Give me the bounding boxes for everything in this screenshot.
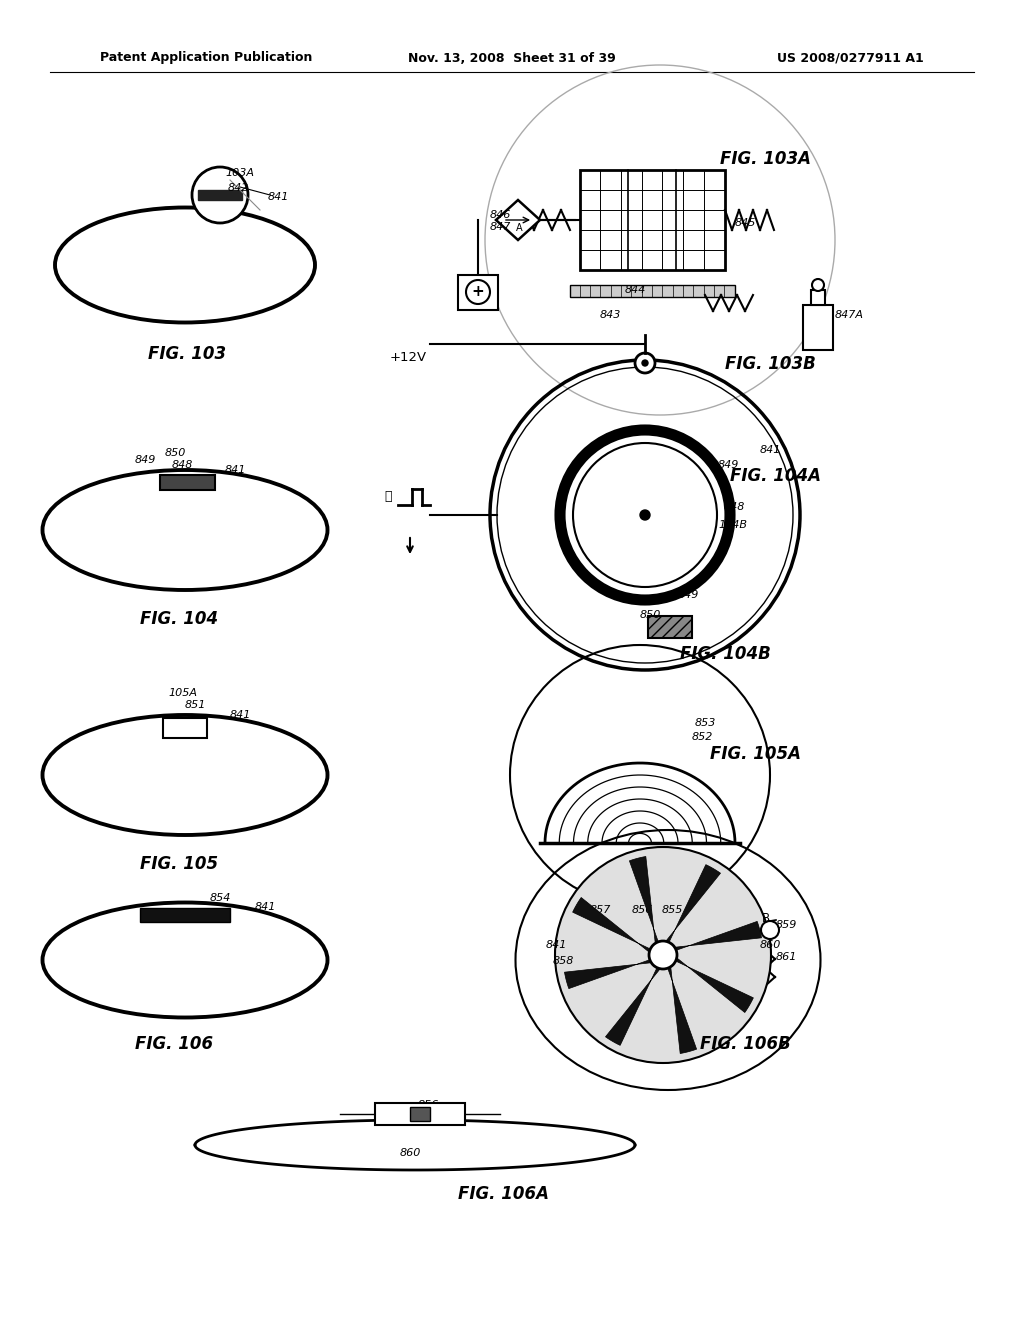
Text: FIG. 103: FIG. 103	[148, 345, 226, 363]
Circle shape	[555, 847, 771, 1063]
Bar	[811, 290, 825, 305]
Text: Nov. 13, 2008  Sheet 31 of 39: Nov. 13, 2008 Sheet 31 of 39	[409, 51, 615, 65]
Text: 855: 855	[404, 1111, 425, 1122]
Bar	[458, 275, 498, 310]
Polygon shape	[667, 965, 696, 1053]
Circle shape	[193, 168, 248, 223]
Circle shape	[640, 510, 650, 520]
Text: 848: 848	[724, 502, 745, 512]
Text: FIG. 105: FIG. 105	[140, 855, 218, 873]
Text: 841: 841	[546, 940, 567, 950]
Circle shape	[642, 360, 648, 366]
Text: FIG. 104B: FIG. 104B	[680, 645, 771, 663]
Text: 842: 842	[228, 183, 250, 193]
Bar	[160, 475, 215, 490]
Bar	[163, 718, 207, 738]
Text: FIG. 104A: FIG. 104A	[730, 467, 821, 484]
Text: 841: 841	[230, 710, 251, 719]
Text: A: A	[516, 223, 522, 234]
Polygon shape	[605, 966, 662, 1045]
Text: 846: 846	[490, 210, 511, 220]
Text: Patent Application Publication: Patent Application Publication	[100, 51, 312, 65]
Text: 849: 849	[135, 455, 157, 465]
Text: 858: 858	[553, 956, 574, 966]
Bar	[570, 285, 735, 297]
Text: 850: 850	[640, 610, 662, 620]
Bar	[410, 1107, 430, 1121]
Text: 849: 849	[678, 590, 699, 601]
Text: FIG. 103A: FIG. 103A	[720, 150, 811, 168]
Text: 860: 860	[400, 1148, 421, 1158]
Text: 856: 856	[418, 1100, 439, 1110]
Polygon shape	[630, 857, 659, 945]
Text: 848: 848	[172, 459, 194, 470]
Circle shape	[761, 921, 779, 939]
Bar	[140, 908, 230, 921]
Bar	[803, 305, 833, 350]
Text: 855: 855	[662, 906, 683, 915]
Text: 861: 861	[776, 952, 798, 962]
Text: 841: 841	[268, 191, 290, 202]
Text: FIG. 105A: FIG. 105A	[710, 744, 801, 763]
Text: 852: 852	[692, 733, 714, 742]
Circle shape	[649, 941, 677, 969]
Text: 849: 849	[718, 459, 739, 470]
Text: 851: 851	[185, 700, 207, 710]
Bar	[648, 616, 692, 638]
Text: +12V: +12V	[390, 351, 427, 364]
Text: 841: 841	[760, 445, 781, 455]
Text: 850: 850	[165, 447, 186, 458]
Polygon shape	[572, 898, 652, 953]
Text: 860: 860	[760, 940, 781, 950]
Text: US 2008/0277911 A1: US 2008/0277911 A1	[777, 51, 924, 65]
Text: 103A: 103A	[225, 168, 254, 178]
Text: FIG. 106: FIG. 106	[135, 1035, 213, 1053]
Text: FIG. 104: FIG. 104	[140, 610, 218, 628]
Text: 847A: 847A	[835, 310, 864, 319]
Text: 841: 841	[255, 902, 276, 912]
Polygon shape	[665, 865, 721, 944]
Text: 841: 841	[225, 465, 247, 475]
Text: 104B: 104B	[718, 520, 746, 531]
Text: B: B	[762, 912, 770, 925]
Bar	[198, 190, 242, 201]
Text: 847: 847	[490, 222, 511, 232]
Text: ⯬: ⯬	[384, 491, 392, 503]
Text: FIG. 106A: FIG. 106A	[458, 1185, 549, 1203]
Text: FIG. 106B: FIG. 106B	[700, 1035, 791, 1053]
Text: 845: 845	[735, 218, 757, 228]
Circle shape	[812, 279, 824, 290]
Polygon shape	[564, 960, 653, 989]
Text: 857: 857	[590, 906, 611, 915]
Circle shape	[635, 352, 655, 374]
Text: 859: 859	[776, 920, 798, 931]
Text: +: +	[472, 285, 484, 300]
Polygon shape	[496, 201, 540, 240]
Bar	[375, 1104, 465, 1125]
Text: 854: 854	[210, 894, 231, 903]
Circle shape	[466, 280, 490, 304]
Text: 853: 853	[695, 718, 717, 729]
Text: FIG. 103B: FIG. 103B	[725, 355, 816, 374]
Bar	[580, 170, 725, 271]
Text: 856: 856	[632, 906, 653, 915]
Polygon shape	[674, 957, 754, 1012]
Text: 105A: 105A	[168, 688, 197, 698]
Text: 843: 843	[600, 310, 622, 319]
Text: 844: 844	[625, 285, 646, 294]
Polygon shape	[673, 921, 762, 950]
